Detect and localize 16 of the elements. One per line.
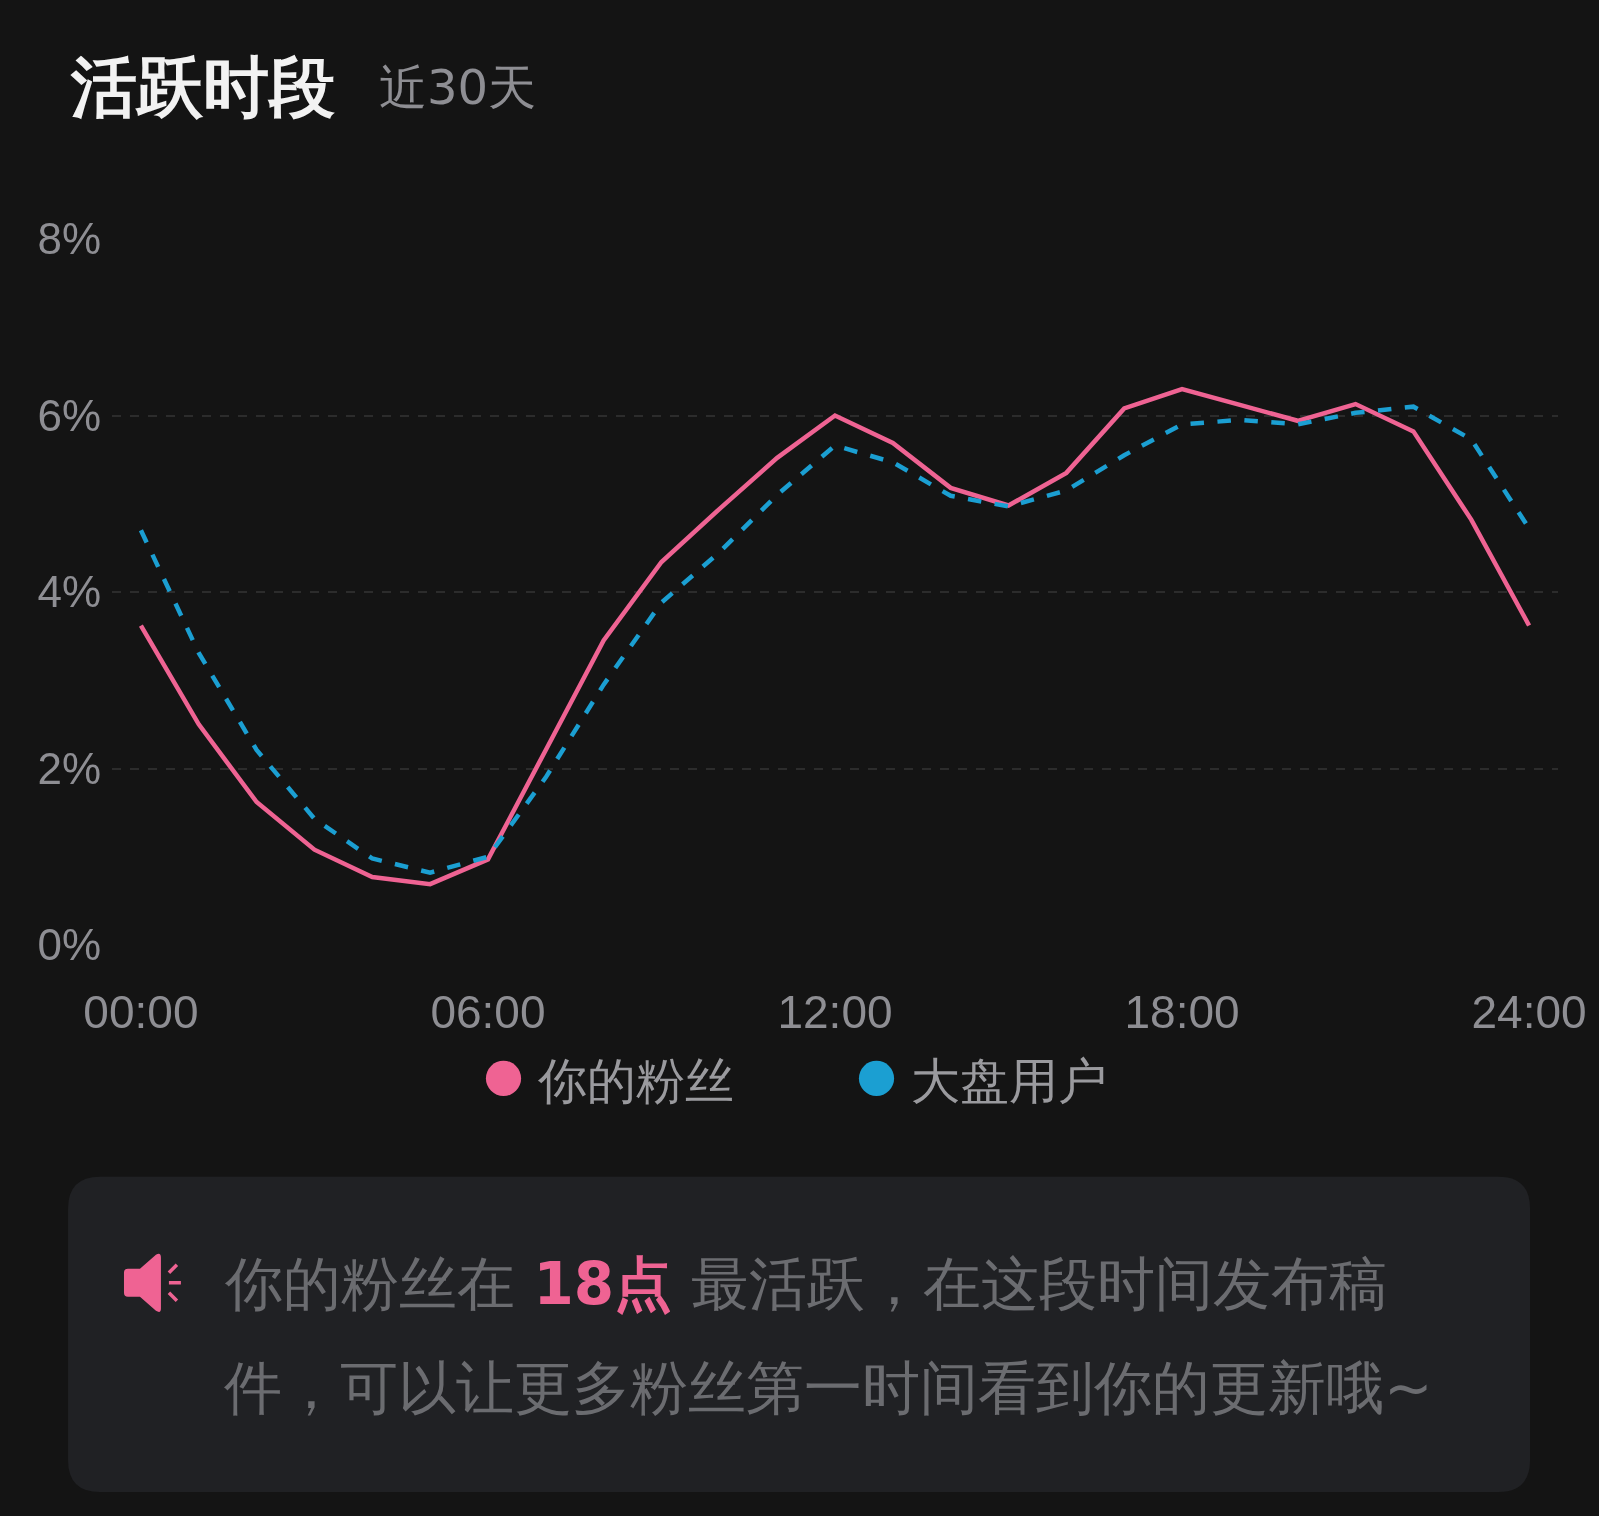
chart-subtitle: 近30天 [379, 59, 537, 115]
y-tick-label: 0% [37, 920, 101, 970]
y-tick-label: 2% [37, 743, 101, 793]
y-tick-label: 4% [37, 567, 101, 617]
x-tick-label: 06:00 [430, 986, 546, 1038]
x-tick-label: 18:00 [1124, 986, 1240, 1038]
x-tick-label: 12:00 [777, 986, 893, 1038]
x-tick-label: 24:00 [1471, 986, 1587, 1038]
x-tick-label: 00:00 [83, 986, 199, 1038]
y-tick-label: 8% [37, 214, 101, 264]
y-tick-label: 6% [37, 390, 101, 440]
text: 18点 [533, 1250, 673, 1318]
legend-label: 你的粉丝 [536, 1052, 734, 1110]
chart-title: 活跃时段 [70, 49, 335, 127]
text: 你的粉丝在 [225, 1250, 515, 1318]
legend-label: 大盘用户 [910, 1052, 1107, 1110]
